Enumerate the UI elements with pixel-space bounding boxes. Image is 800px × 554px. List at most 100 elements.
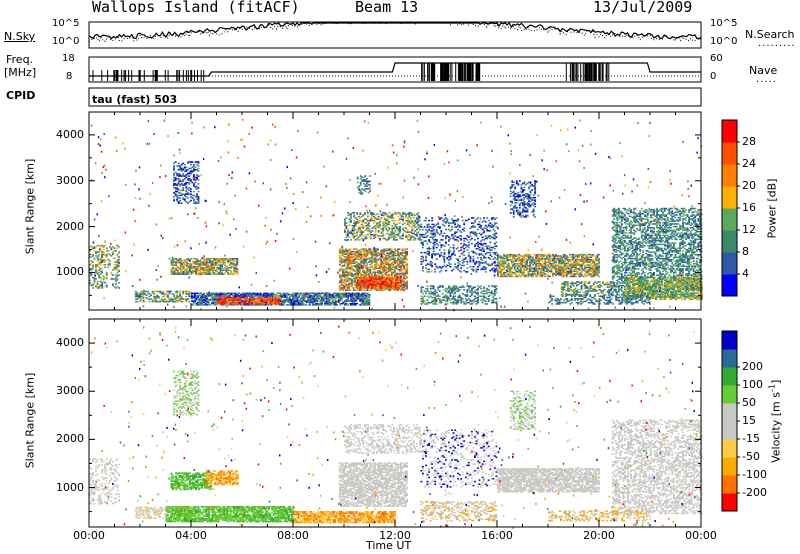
range-cell bbox=[211, 263, 214, 265]
range-cell bbox=[211, 261, 214, 264]
range-cell bbox=[467, 289, 470, 291]
range-cell bbox=[356, 233, 359, 236]
range-cell bbox=[192, 296, 195, 298]
range-cell bbox=[352, 286, 355, 289]
range-cell bbox=[208, 270, 211, 273]
range-cell bbox=[193, 179, 195, 181]
range-cell bbox=[435, 258, 438, 260]
range-cell bbox=[441, 296, 444, 299]
range-cell bbox=[176, 299, 179, 302]
range-cell bbox=[480, 249, 483, 251]
range-cell bbox=[298, 295, 300, 297]
range-cell bbox=[228, 267, 231, 269]
range-cell bbox=[376, 222, 378, 224]
range-cell bbox=[452, 300, 455, 303]
range-cell bbox=[136, 295, 139, 298]
range-cell bbox=[445, 269, 447, 272]
range-cell bbox=[469, 259, 472, 262]
range-cell bbox=[231, 265, 234, 268]
range-cell bbox=[154, 295, 157, 298]
range-cell bbox=[206, 300, 209, 302]
range-cell bbox=[402, 223, 404, 226]
range-cell bbox=[457, 236, 460, 238]
range-cell bbox=[347, 293, 349, 296]
range-cell bbox=[212, 292, 215, 295]
range-cell bbox=[344, 218, 346, 220]
range-cell bbox=[349, 289, 352, 291]
range-cell bbox=[194, 201, 197, 203]
range-cell bbox=[351, 253, 353, 255]
range-cell bbox=[270, 301, 272, 304]
range-cell bbox=[197, 301, 199, 304]
range-cell bbox=[361, 287, 364, 289]
range-cell bbox=[337, 295, 340, 297]
range-cell bbox=[179, 267, 182, 269]
range-cell bbox=[449, 266, 452, 268]
range-cell bbox=[333, 302, 336, 305]
range-cell bbox=[90, 267, 93, 270]
range-cell bbox=[438, 295, 441, 297]
range-cell bbox=[354, 299, 357, 301]
range-cell bbox=[96, 282, 99, 284]
range-cell bbox=[401, 262, 404, 264]
range-cell bbox=[136, 298, 139, 300]
range-cell bbox=[102, 264, 105, 266]
range-cell bbox=[366, 292, 369, 295]
range-cell bbox=[405, 227, 408, 229]
range-cell bbox=[170, 273, 173, 275]
range-cell bbox=[230, 304, 233, 306]
range-cell bbox=[90, 273, 93, 275]
range-cell bbox=[370, 280, 373, 283]
range-cell bbox=[365, 304, 368, 306]
range-cell bbox=[241, 301, 244, 304]
range-cell bbox=[170, 269, 173, 272]
range-cell bbox=[162, 298, 165, 300]
range-cell bbox=[197, 175, 200, 177]
range-cell bbox=[316, 304, 319, 306]
range-cell bbox=[348, 218, 351, 220]
range-cell bbox=[244, 293, 247, 296]
range-cell bbox=[182, 290, 185, 293]
range-cell bbox=[179, 199, 182, 202]
range-cell bbox=[170, 268, 173, 270]
range-cell bbox=[138, 293, 140, 295]
range-cell bbox=[480, 227, 483, 229]
range-cell bbox=[351, 295, 354, 297]
range-cell bbox=[328, 295, 331, 297]
range-cell bbox=[164, 293, 166, 295]
range-cell bbox=[110, 278, 113, 280]
range-cell bbox=[472, 299, 475, 301]
range-cell bbox=[422, 299, 424, 301]
range-cell bbox=[389, 257, 392, 259]
range-cell bbox=[440, 254, 443, 256]
range-cell bbox=[189, 265, 191, 268]
range-cell bbox=[390, 248, 393, 250]
range-cell bbox=[89, 246, 91, 248]
range-cell bbox=[437, 226, 440, 228]
range-cell bbox=[195, 268, 197, 270]
range-cell bbox=[101, 282, 104, 284]
range-cell bbox=[193, 183, 195, 185]
range-cell bbox=[288, 304, 291, 306]
range-cell bbox=[246, 293, 248, 296]
range-cell bbox=[250, 304, 253, 306]
range-cell bbox=[200, 302, 203, 305]
range-cell bbox=[463, 303, 466, 305]
range-cell bbox=[210, 264, 213, 266]
range-cell bbox=[394, 231, 397, 233]
range-cell bbox=[308, 304, 311, 306]
range-cell bbox=[381, 266, 384, 268]
range-cell bbox=[102, 275, 105, 278]
range-cell bbox=[487, 298, 490, 300]
range-cell bbox=[365, 227, 368, 229]
range-cell bbox=[493, 230, 496, 232]
range-cell bbox=[478, 260, 481, 263]
range-cell bbox=[224, 259, 226, 261]
range-cell bbox=[355, 275, 358, 277]
range-cell bbox=[265, 303, 268, 305]
range-cell bbox=[105, 285, 108, 288]
range-cell bbox=[104, 260, 107, 262]
range-cell bbox=[478, 232, 481, 235]
range-cell bbox=[360, 262, 363, 264]
range-cell bbox=[186, 202, 189, 204]
